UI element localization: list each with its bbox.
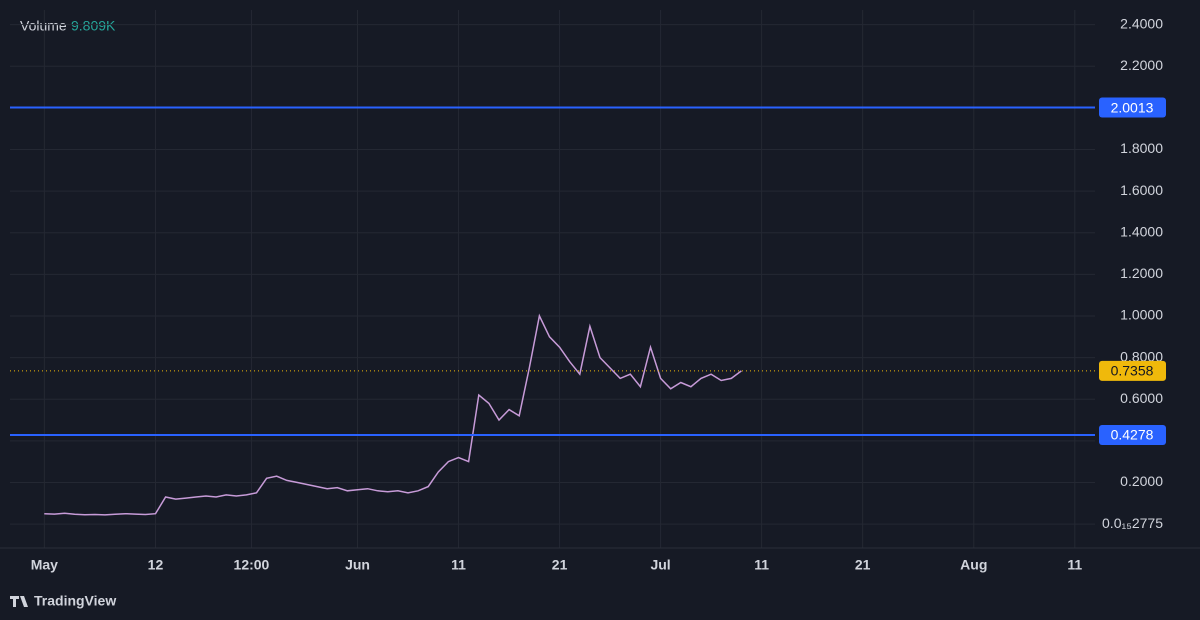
y-tick-label: 1.0000 [1120,307,1163,323]
level-tag [1099,360,1166,381]
x-tick-label: Jun [345,557,370,573]
y-tick-label: 1.8000 [1120,140,1163,156]
x-tick-label: 12 [148,557,164,573]
grid [10,10,1095,548]
x-tick-label: Aug [960,557,987,573]
y-tick-label: 0.8000 [1120,348,1163,364]
brand: TradingView [34,593,116,609]
level-label: 0.7358 [1111,363,1154,379]
x-tick-label: 11 [451,557,466,573]
y-tick-label: 2.4000 [1120,15,1163,31]
x-tick-label: 21 [552,557,568,573]
y-tick-label: 2.2000 [1120,57,1163,73]
y-tick-label: 0.0₁₅2775 [1102,515,1163,531]
y-tick-label: 1.2000 [1120,265,1163,281]
x-tick-label: 12:00 [234,557,270,573]
level-tag [1099,425,1166,446]
price-line [44,313,742,516]
volume-label: Volume [20,18,67,34]
x-tick-label: May [31,557,58,573]
y-tick-label: 0.6000 [1120,390,1163,406]
level-tag [1099,97,1166,118]
logo [10,596,28,607]
x-tick-label: 11 [1067,557,1082,573]
x-tick-label: Jul [650,557,670,573]
level-label: 0.4278 [1111,427,1154,443]
x-tick-label: 11 [754,557,769,573]
y-tick-label: 1.4000 [1120,223,1163,239]
x-tick-label: 21 [855,557,871,573]
y-tick-label: 1.6000 [1120,182,1163,198]
y-tick-label: 0.2000 [1120,473,1163,489]
level-label: 2.0013 [1111,99,1154,115]
volume-value: 9.809K [71,18,116,34]
